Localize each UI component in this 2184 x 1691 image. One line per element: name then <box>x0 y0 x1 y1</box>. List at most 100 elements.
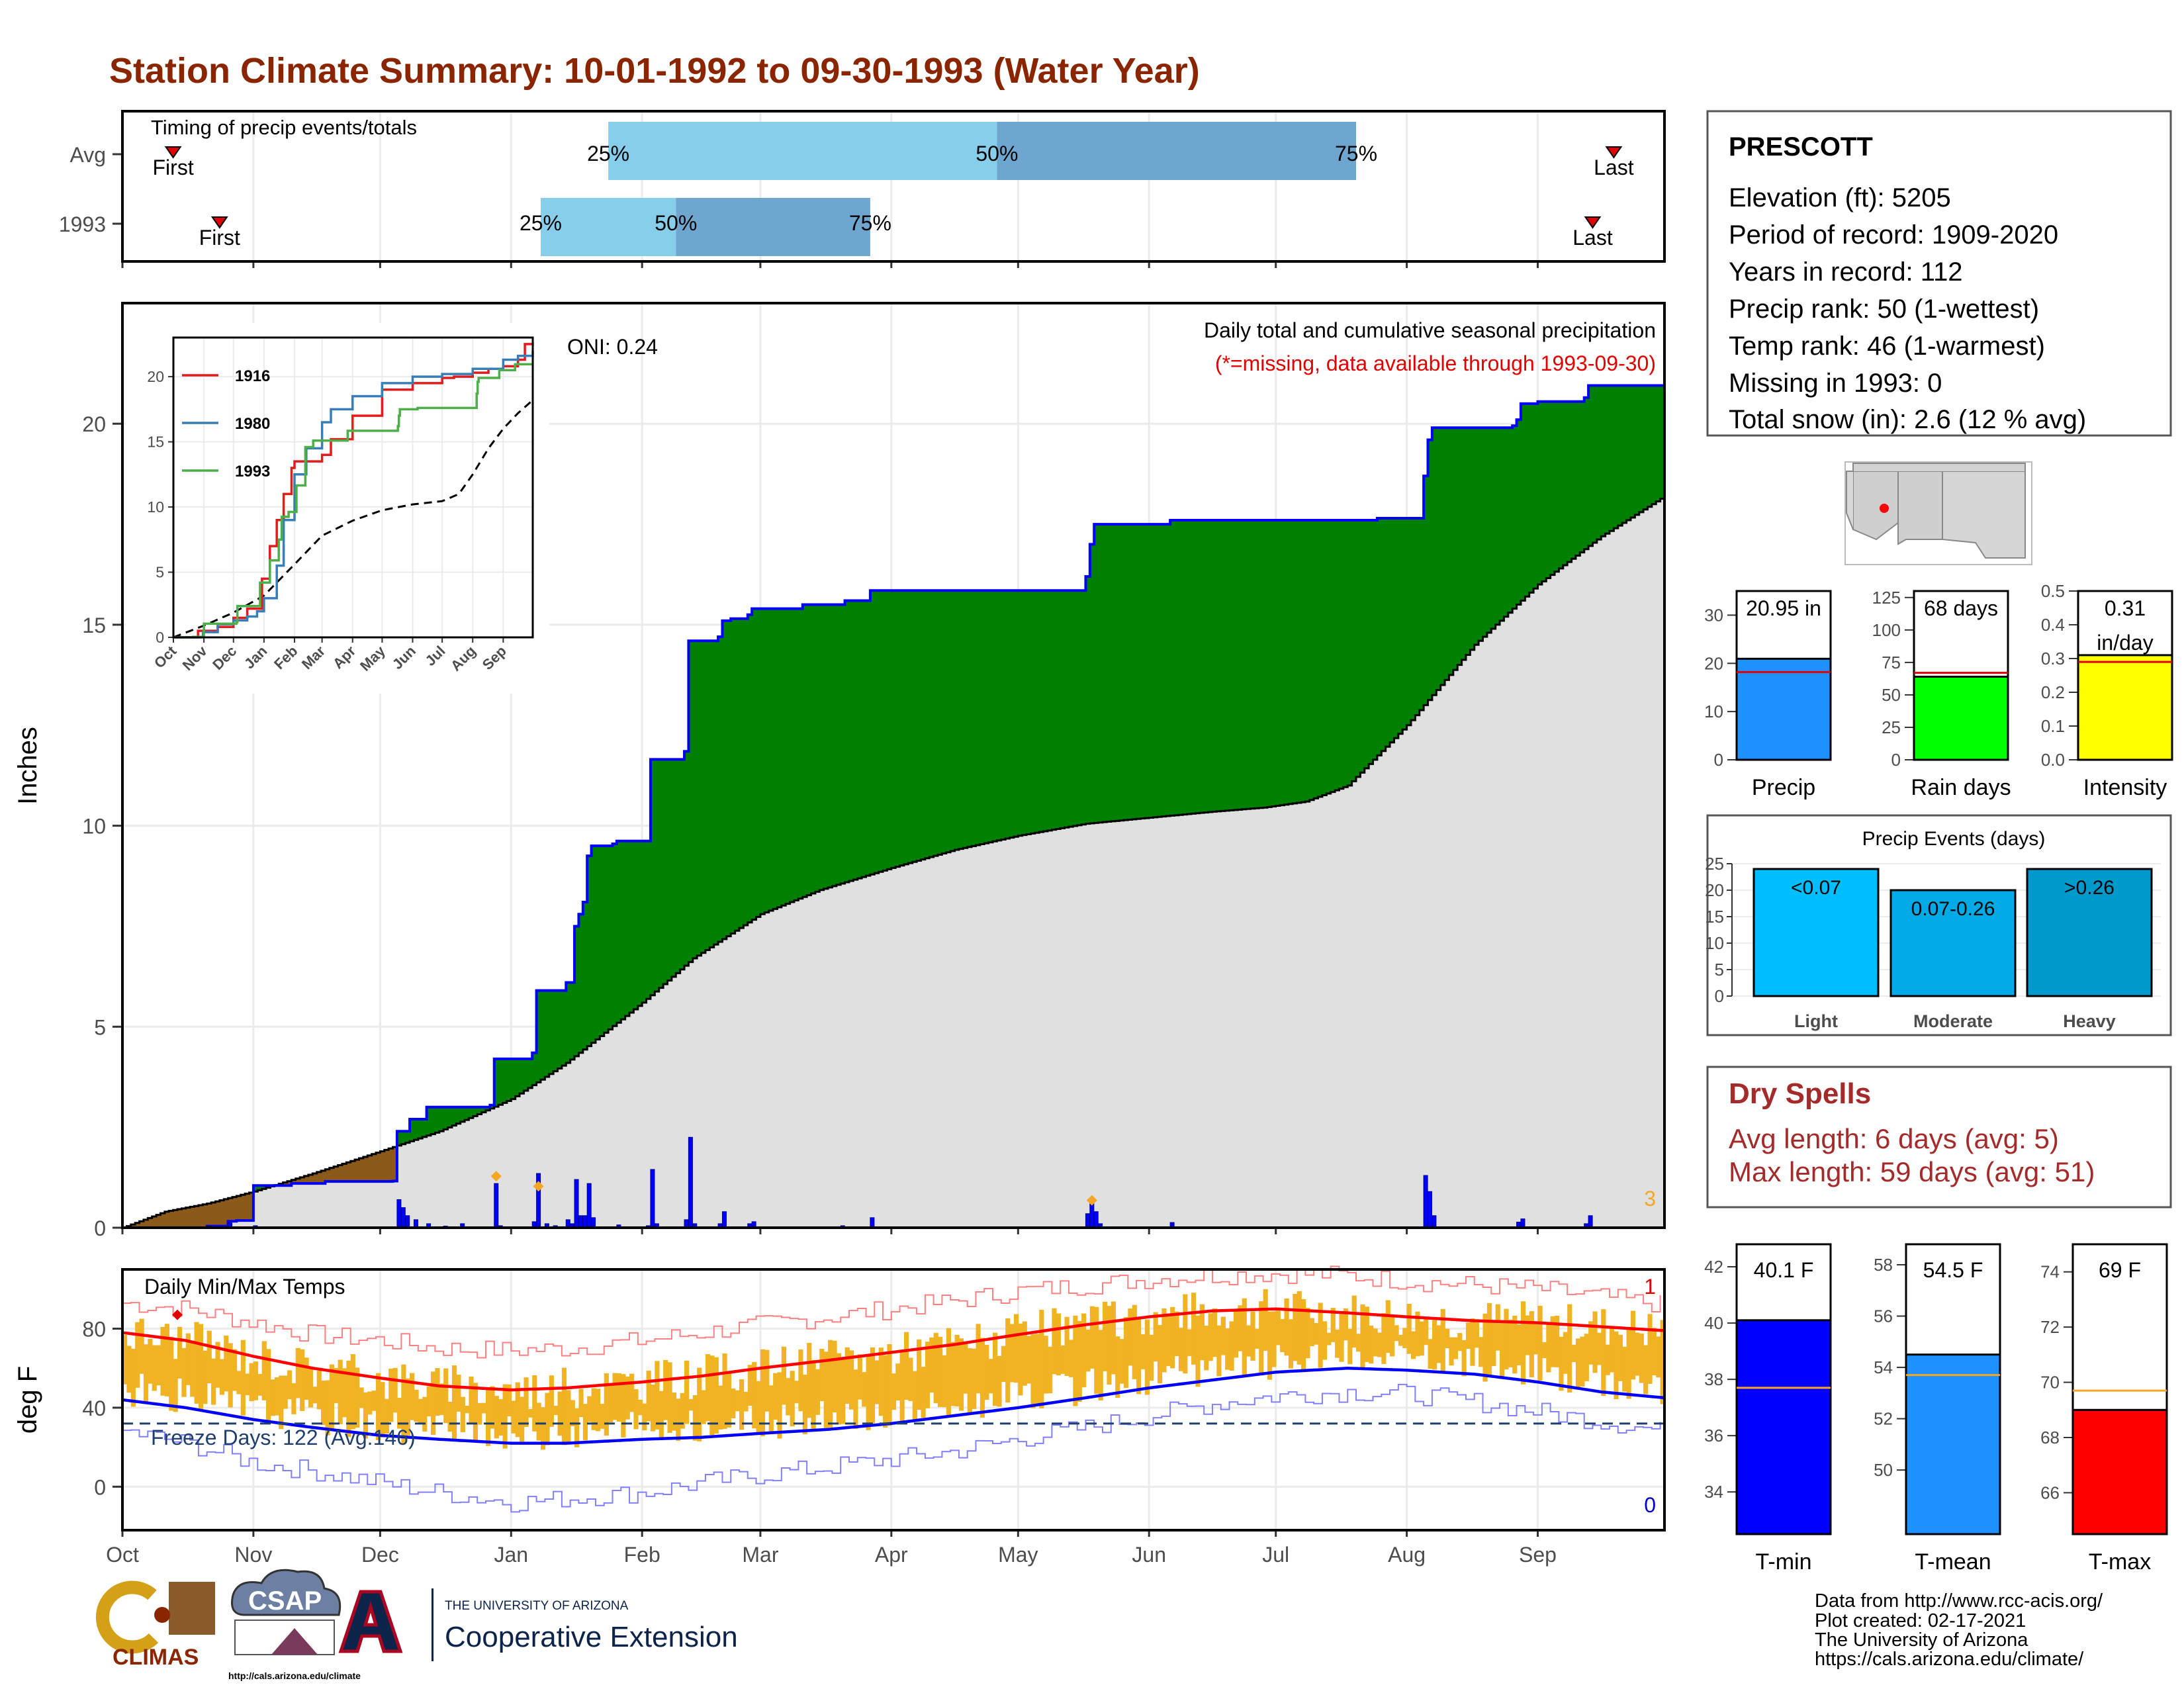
university-of-arizona-logo: THE UNIVERSITY OF ARIZONA Cooperative Ex… <box>338 1588 738 1661</box>
daily-temp-range-bar <box>447 1401 453 1432</box>
precip-above-average-area <box>680 759 685 970</box>
precip-above-average-area <box>1293 520 1298 803</box>
daily-temp-range-bar <box>160 1326 165 1396</box>
daily-temp-range-bar <box>1410 1331 1416 1359</box>
precip-above-average-area <box>1216 520 1222 811</box>
precip-above-average-area <box>549 990 554 1074</box>
daily-temp-range-bar <box>1520 1301 1526 1385</box>
summary-category-label: Precip <box>1752 775 1815 800</box>
daily-temp-range-bar <box>667 1362 672 1433</box>
summary-bar-t-max <box>2071 1408 2168 1535</box>
precip-above-average-area <box>410 1119 415 1142</box>
daily-temp-range-bar <box>1605 1344 1610 1375</box>
daily-temp-range-bar <box>1639 1333 1644 1383</box>
precip-above-average-area <box>1001 590 1006 840</box>
precip-above-average-area <box>1009 590 1015 838</box>
precip-above-average-area <box>768 608 774 911</box>
daily-temp-range-bar <box>925 1342 931 1408</box>
precip-above-average-area <box>1089 544 1095 823</box>
daily-temp-range-bar <box>883 1355 888 1428</box>
daily-temp-range-bar <box>506 1384 512 1417</box>
daily-temp-range-bar <box>963 1342 968 1394</box>
daily-temp-range-bar <box>1339 1314 1344 1362</box>
summary-ytick-label: 50 <box>1874 1460 1893 1480</box>
precip-above-average-area <box>1351 520 1357 782</box>
daily-temp-range-bar <box>1584 1334 1589 1381</box>
daily-temp-range-bar <box>1381 1313 1387 1364</box>
precip-below-average-area <box>312 1173 318 1184</box>
precip-above-average-area <box>848 600 854 882</box>
events-category-label: Heavy <box>2063 1011 2116 1031</box>
precip-above-average-area <box>1174 520 1179 815</box>
temps-y-axis-label: deg F <box>13 1366 42 1434</box>
timing-frame <box>121 110 1666 263</box>
daily-temp-range-bar <box>545 1393 550 1445</box>
inset-legend-label: 1993 <box>235 463 270 480</box>
precip-below-average-area <box>334 1166 339 1182</box>
precip-above-average-area <box>899 590 905 866</box>
precip-below-average-area <box>380 1151 385 1182</box>
daily-temp-range-bar <box>802 1374 807 1435</box>
station-years: Years in record: 112 <box>1729 257 1963 287</box>
precip-above-average-area <box>582 902 588 1050</box>
temps-xtick-label: Jul <box>1262 1543 1289 1567</box>
daily-temp-range-bar <box>1406 1304 1412 1354</box>
precip-above-average-area <box>545 990 550 1077</box>
precip-below-average-area <box>152 1216 157 1228</box>
precip-above-average-area <box>261 1185 267 1189</box>
daily-temp-range-bar <box>316 1371 322 1410</box>
precip-above-average-area <box>1347 520 1353 786</box>
precip-above-average-area <box>963 590 968 848</box>
daily-temp-range-bar <box>828 1340 833 1428</box>
daily-temp-range-bar <box>245 1373 250 1396</box>
daily-temp-range-bar <box>1588 1321 1594 1365</box>
daily-temp-range-bar <box>122 1334 128 1385</box>
daily-temp-range-bar <box>608 1383 614 1422</box>
precip-below-average-area <box>295 1178 300 1184</box>
precip-above-average-area <box>532 1052 537 1085</box>
daily-temp-range-bar <box>279 1375 284 1430</box>
precip-above-average-area <box>1259 520 1264 808</box>
summary-bar-rain-days <box>1913 675 2009 761</box>
temps-ytick-label: 40 <box>82 1396 106 1420</box>
precip-below-average-area <box>224 1199 229 1226</box>
precip-above-average-area <box>1060 590 1066 829</box>
timing-event-marker <box>1605 146 1623 159</box>
precip-above-average-area <box>739 618 744 929</box>
daily-temp-range-bar <box>1651 1328 1657 1376</box>
precip-above-average-area <box>917 590 922 861</box>
precip-average-line <box>122 496 1666 1229</box>
daily-temp-range-bar <box>1140 1334 1146 1369</box>
precip-below-average-area <box>388 1148 394 1182</box>
inset-ytick-label: 10 <box>147 498 164 516</box>
page-title: Station Climate Summary: 10-01-1992 to 0… <box>109 51 1200 91</box>
daily-temp-range-bar <box>1436 1325 1441 1363</box>
precip-below-average-area <box>355 1160 360 1182</box>
daily-temp-range-bar <box>1271 1311 1277 1367</box>
summary-ytick-label: 36 <box>1704 1426 1723 1445</box>
daily-temp-range-bar <box>718 1385 723 1430</box>
precip-daily-bar <box>650 1169 655 1228</box>
daily-temp-range-bar <box>1216 1325 1222 1377</box>
daily-temp-range-bar <box>359 1387 364 1408</box>
daily-temp-range-bar <box>1250 1311 1255 1361</box>
daily-temp-range-bar <box>1123 1316 1129 1389</box>
precip-above-average-area <box>671 759 676 977</box>
daily-temp-range-bar <box>887 1344 892 1426</box>
precip-above-average-area <box>713 641 719 945</box>
daily-temp-range-bar <box>878 1348 884 1416</box>
footer-university: The University of Arizona <box>1815 1629 2028 1651</box>
precip-above-average-area <box>1614 385 1619 529</box>
daily-temp-range-bar <box>173 1359 178 1412</box>
daily-temp-range-bar <box>1398 1334 1404 1346</box>
daily-temp-range-bar <box>844 1347 850 1404</box>
daily-temp-range-bar <box>1305 1308 1310 1359</box>
daily-temp-range-bar <box>1525 1315 1530 1355</box>
precip-above-average-area <box>637 841 643 1006</box>
precip-above-average-area <box>1178 520 1183 815</box>
precip-frame <box>121 302 1666 1229</box>
daily-temp-range-bar <box>1309 1318 1314 1347</box>
precip-above-average-area <box>494 1058 499 1107</box>
precip-above-average-area <box>1242 520 1247 809</box>
